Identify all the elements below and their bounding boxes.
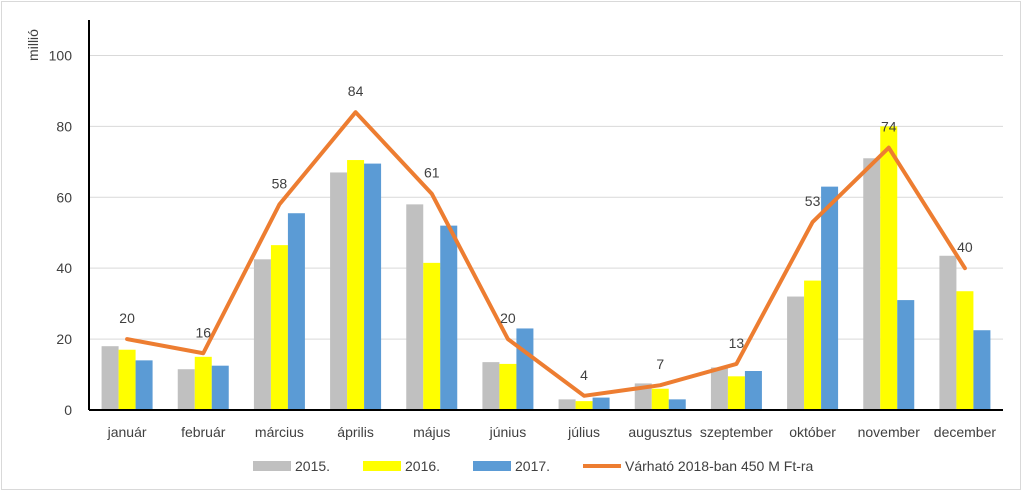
data-labels: 20 16 58 84 61 20 4 7 13 53 74 40 — [119, 83, 973, 383]
legend-label: Várható 2018-ban 450 M Ft-ra — [625, 458, 814, 474]
data-label: 16 — [195, 324, 211, 340]
gridlines — [89, 54, 1003, 340]
legend-label: 2015. — [295, 458, 330, 474]
data-label: 53 — [805, 193, 821, 209]
bar — [651, 388, 669, 410]
legend-swatch — [473, 461, 511, 471]
bar — [558, 399, 576, 410]
legend: 2015. 2016. 2017. Várható 2018-ban 450 M Ft… — [253, 458, 814, 474]
bar — [863, 158, 881, 410]
bar — [440, 225, 458, 410]
y-tick-label: 100 — [49, 47, 73, 63]
bar — [194, 356, 212, 410]
x-tick-label: augusztus — [628, 424, 692, 440]
bar — [973, 330, 991, 410]
y-tick-label: 20 — [56, 331, 72, 347]
data-label: 13 — [729, 335, 745, 351]
data-label: 40 — [957, 239, 973, 255]
axes — [88, 20, 1003, 411]
legend-swatch — [363, 461, 401, 471]
bar — [668, 399, 686, 410]
forecast-line — [125, 110, 967, 398]
data-label: 20 — [119, 310, 135, 326]
bar — [956, 291, 974, 410]
bar — [821, 186, 839, 410]
x-tick-label: január — [107, 424, 147, 440]
line-series — [125, 110, 967, 398]
x-tick-label: április — [337, 424, 374, 440]
bar — [101, 346, 119, 410]
bar — [330, 172, 348, 410]
x-tick-label: november — [858, 424, 921, 440]
y-tick-label: 0 — [64, 402, 72, 418]
bar — [118, 349, 136, 410]
x-tick-labels: január február március április május június jú… — [107, 424, 997, 440]
x-tick-label: június — [489, 424, 527, 440]
data-label: 7 — [656, 356, 664, 372]
y-tick-label: 80 — [56, 118, 72, 134]
bar — [406, 204, 424, 410]
bar — [804, 280, 822, 410]
x-tick-label: december — [934, 424, 997, 440]
data-label: 61 — [424, 165, 440, 181]
bar — [939, 255, 957, 410]
y-tick-labels: 0 20 40 60 80 100 — [49, 47, 73, 418]
bar — [880, 126, 898, 410]
x-tick-label: július — [567, 424, 600, 440]
bar — [423, 262, 441, 410]
legend-label: 2016. — [405, 458, 440, 474]
y-tick-label: 40 — [56, 260, 72, 276]
x-tick-label: május — [413, 424, 450, 440]
bar — [287, 213, 305, 410]
data-label: 84 — [348, 83, 364, 99]
data-label: 4 — [580, 367, 588, 383]
x-tick-label: szeptember — [700, 424, 773, 440]
bar — [897, 300, 915, 410]
data-label: 20 — [500, 310, 516, 326]
legend-swatch — [253, 461, 291, 471]
bar — [787, 296, 805, 410]
bar — [710, 367, 728, 410]
bar — [499, 363, 517, 410]
bar — [592, 397, 610, 410]
bar — [347, 160, 365, 410]
bar — [575, 401, 593, 410]
bar — [364, 163, 382, 410]
y-tick-label: 60 — [56, 189, 72, 205]
bar — [744, 371, 762, 410]
bar — [727, 376, 745, 410]
bar — [211, 365, 229, 410]
data-label: 58 — [272, 175, 288, 191]
bar — [177, 369, 195, 410]
bar — [482, 362, 500, 410]
x-tick-label: február — [181, 424, 226, 440]
x-tick-label: március — [255, 424, 304, 440]
bar — [135, 360, 153, 410]
bar — [270, 245, 288, 410]
x-tick-label: október — [789, 424, 836, 440]
bars — [101, 126, 991, 410]
bar — [516, 328, 534, 410]
legend-label: 2017. — [515, 458, 550, 474]
bar — [253, 259, 271, 410]
data-label: 74 — [881, 119, 897, 135]
y-axis-title: millió — [25, 29, 41, 61]
